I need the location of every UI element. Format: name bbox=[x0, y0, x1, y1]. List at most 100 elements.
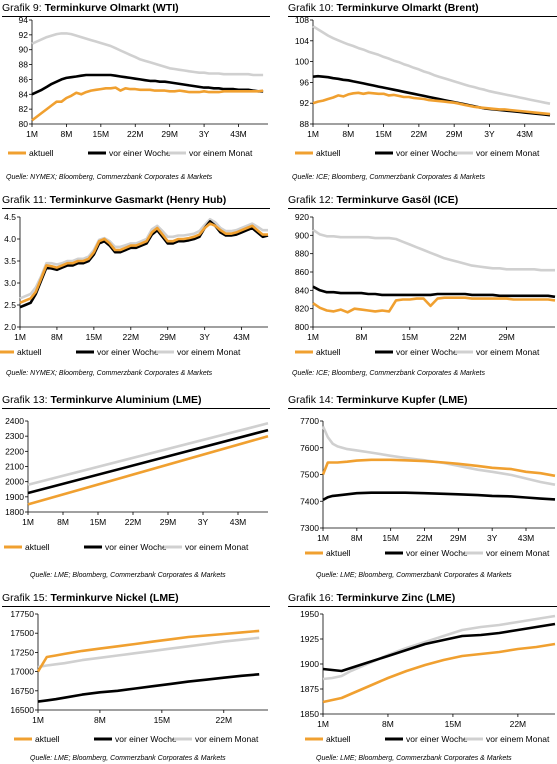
x-tick-label: 43M bbox=[230, 129, 247, 139]
x-tick-label: 8M bbox=[57, 517, 69, 527]
x-tick-label: 29M bbox=[159, 332, 176, 342]
x-tick-label: 1M bbox=[14, 332, 26, 342]
title-rule bbox=[2, 16, 270, 17]
chart-7: 16500 16750 17000 17250 17500 17750 1M 8M 15M 22M… bbox=[10, 609, 268, 744]
x-tick-label: 43M bbox=[233, 332, 250, 342]
chart-source: Quelle: LME; Bloomberg, Commerzbank Corp… bbox=[30, 755, 226, 762]
y-tick-label: 80 bbox=[19, 119, 29, 129]
series-line bbox=[27, 434, 269, 506]
chart-title: Grafik 10: Terminkurve Olmarkt (Brent) bbox=[288, 2, 479, 14]
legend-label: vor einer Woche bbox=[109, 148, 171, 158]
chart-2: 88 92 96 100 104 108 1M 8M 15M 22M 29M 3Y 43M aktuell… bbox=[295, 15, 555, 158]
y-tick-label: 17750 bbox=[10, 609, 34, 619]
x-tick-label: 3Y bbox=[487, 533, 498, 543]
title-rule bbox=[2, 408, 270, 409]
y-tick-label: 7700 bbox=[300, 416, 319, 426]
x-tick-label: 22M bbox=[510, 719, 527, 729]
series-line bbox=[31, 73, 264, 96]
x-tick-label: 3Y bbox=[199, 129, 210, 139]
x-tick-label: 43M bbox=[518, 533, 535, 543]
legend-label: aktuell bbox=[17, 347, 42, 357]
series-line bbox=[31, 32, 264, 77]
legend-label: vor einer Woche bbox=[97, 347, 159, 357]
y-tick-label: 860 bbox=[295, 267, 309, 277]
series-line bbox=[27, 428, 269, 495]
y-tick-label: 84 bbox=[19, 89, 29, 99]
x-tick-label: 22M bbox=[127, 129, 144, 139]
y-tick-label: 1875 bbox=[300, 684, 319, 694]
series-line bbox=[321, 458, 556, 478]
series-line bbox=[37, 636, 260, 669]
y-tick-label: 900 bbox=[295, 230, 309, 240]
y-tick-label: 2.5 bbox=[4, 300, 16, 310]
x-tick-label: 29M bbox=[446, 129, 463, 139]
x-tick-label: 15M bbox=[402, 332, 419, 342]
chart-source: Quelle: ICE; Bloomberg, Commerzbank Corp… bbox=[292, 370, 485, 377]
legend-label: vor einem Monat bbox=[195, 734, 259, 744]
y-tick-label: 1950 bbox=[300, 609, 319, 619]
chart-source: Quelle: LME; Bloomberg, Commerzbank Corp… bbox=[30, 572, 226, 579]
y-tick-label: 92 bbox=[19, 30, 29, 40]
y-tick-label: 2400 bbox=[5, 416, 24, 426]
title-rule bbox=[2, 606, 270, 607]
y-tick-label: 820 bbox=[295, 304, 309, 314]
chart-panel-kupfer: Grafik 14: Terminkurve Kupfer (LME) Quel… bbox=[288, 392, 557, 582]
series-line bbox=[322, 642, 556, 704]
legend-label: aktuell bbox=[316, 148, 341, 158]
x-tick-label: 29M bbox=[450, 533, 467, 543]
x-tick-label: 3Y bbox=[199, 332, 210, 342]
y-tick-label: 4.0 bbox=[4, 234, 16, 244]
y-tick-label: 800 bbox=[295, 322, 309, 332]
title-rule bbox=[288, 606, 557, 607]
legend-label: vor einem Monat bbox=[486, 734, 550, 744]
series-line bbox=[31, 86, 264, 122]
legend-label: aktuell bbox=[316, 347, 341, 357]
title-rule bbox=[288, 408, 557, 409]
series-line bbox=[36, 629, 260, 673]
series-line bbox=[312, 296, 556, 314]
chart-title: Grafik 12: Terminkurve Gasöl (ICE) bbox=[288, 194, 459, 206]
chart-panel-zinc: Grafik 16: Terminkurve Zinc (LME) Quelle… bbox=[288, 590, 557, 764]
x-tick-label: 22M bbox=[123, 332, 140, 342]
title-rule bbox=[288, 16, 557, 17]
chart-panel-henry-hub: Grafik 11: Terminkurve Gasmarkt (Henry H… bbox=[2, 192, 270, 382]
chart-source: Quelle: NYMEX; Bloomberg, Commerzbank Co… bbox=[6, 370, 213, 377]
y-tick-label: 920 bbox=[295, 212, 309, 222]
chart-1: 80 82 84 86 88 90 92 94 1M 8M 15M 22M 29M 3Y 43M aktuel… bbox=[8, 15, 268, 158]
chart-source: Quelle: LME; Bloomberg, Commerzbank Corp… bbox=[316, 572, 512, 579]
x-tick-label: 15M bbox=[382, 533, 399, 543]
legend-label: vor einem Monat bbox=[189, 148, 253, 158]
series-line bbox=[19, 217, 268, 300]
series-line bbox=[322, 622, 556, 673]
series-line bbox=[322, 614, 556, 681]
y-tick-label: 88 bbox=[300, 119, 310, 129]
legend-label: vor einem Monat bbox=[476, 347, 540, 357]
chart-title: Grafik 16: Terminkurve Zinc (LME) bbox=[288, 592, 456, 604]
x-tick-label: 3Y bbox=[484, 129, 495, 139]
legend-label: aktuell bbox=[35, 734, 60, 744]
chart-source: Quelle: LME; Bloomberg, Commerzbank Corp… bbox=[316, 755, 512, 762]
x-tick-label: 22M bbox=[215, 715, 232, 725]
x-tick-label: 15M bbox=[375, 129, 392, 139]
x-tick-label: 1M bbox=[307, 129, 319, 139]
x-tick-label: 22M bbox=[416, 533, 433, 543]
series-line bbox=[312, 91, 551, 116]
legend-label: vor einem Monat bbox=[177, 347, 241, 357]
x-tick-label: 43M bbox=[516, 129, 533, 139]
y-tick-label: 17000 bbox=[10, 667, 34, 677]
chart-source: Quelle: ICE; Bloomberg, Commerzbank Corp… bbox=[292, 174, 485, 181]
chart-6: 7300 7400 7500 7600 7700 1M 8M 15M 22M 29M 3Y 43M ak… bbox=[300, 416, 556, 558]
y-tick-label: 92 bbox=[300, 98, 310, 108]
y-tick-label: 4.5 bbox=[4, 212, 16, 222]
y-tick-label: 82 bbox=[19, 104, 29, 114]
title-rule bbox=[288, 208, 557, 209]
x-tick-label: 29M bbox=[498, 332, 515, 342]
chart-title: Grafik 14: Terminkurve Kupfer (LME) bbox=[288, 394, 468, 406]
x-tick-label: 15M bbox=[86, 332, 103, 342]
legend-label: aktuell bbox=[326, 734, 351, 744]
y-tick-label: 2300 bbox=[5, 431, 24, 441]
legend-label: vor einer Woche bbox=[396, 347, 458, 357]
chart-panel-wti: Grafik 9: Terminkurve Olmarkt (WTI) Quel… bbox=[2, 0, 270, 188]
legend-label: vor einer Woche bbox=[406, 734, 468, 744]
